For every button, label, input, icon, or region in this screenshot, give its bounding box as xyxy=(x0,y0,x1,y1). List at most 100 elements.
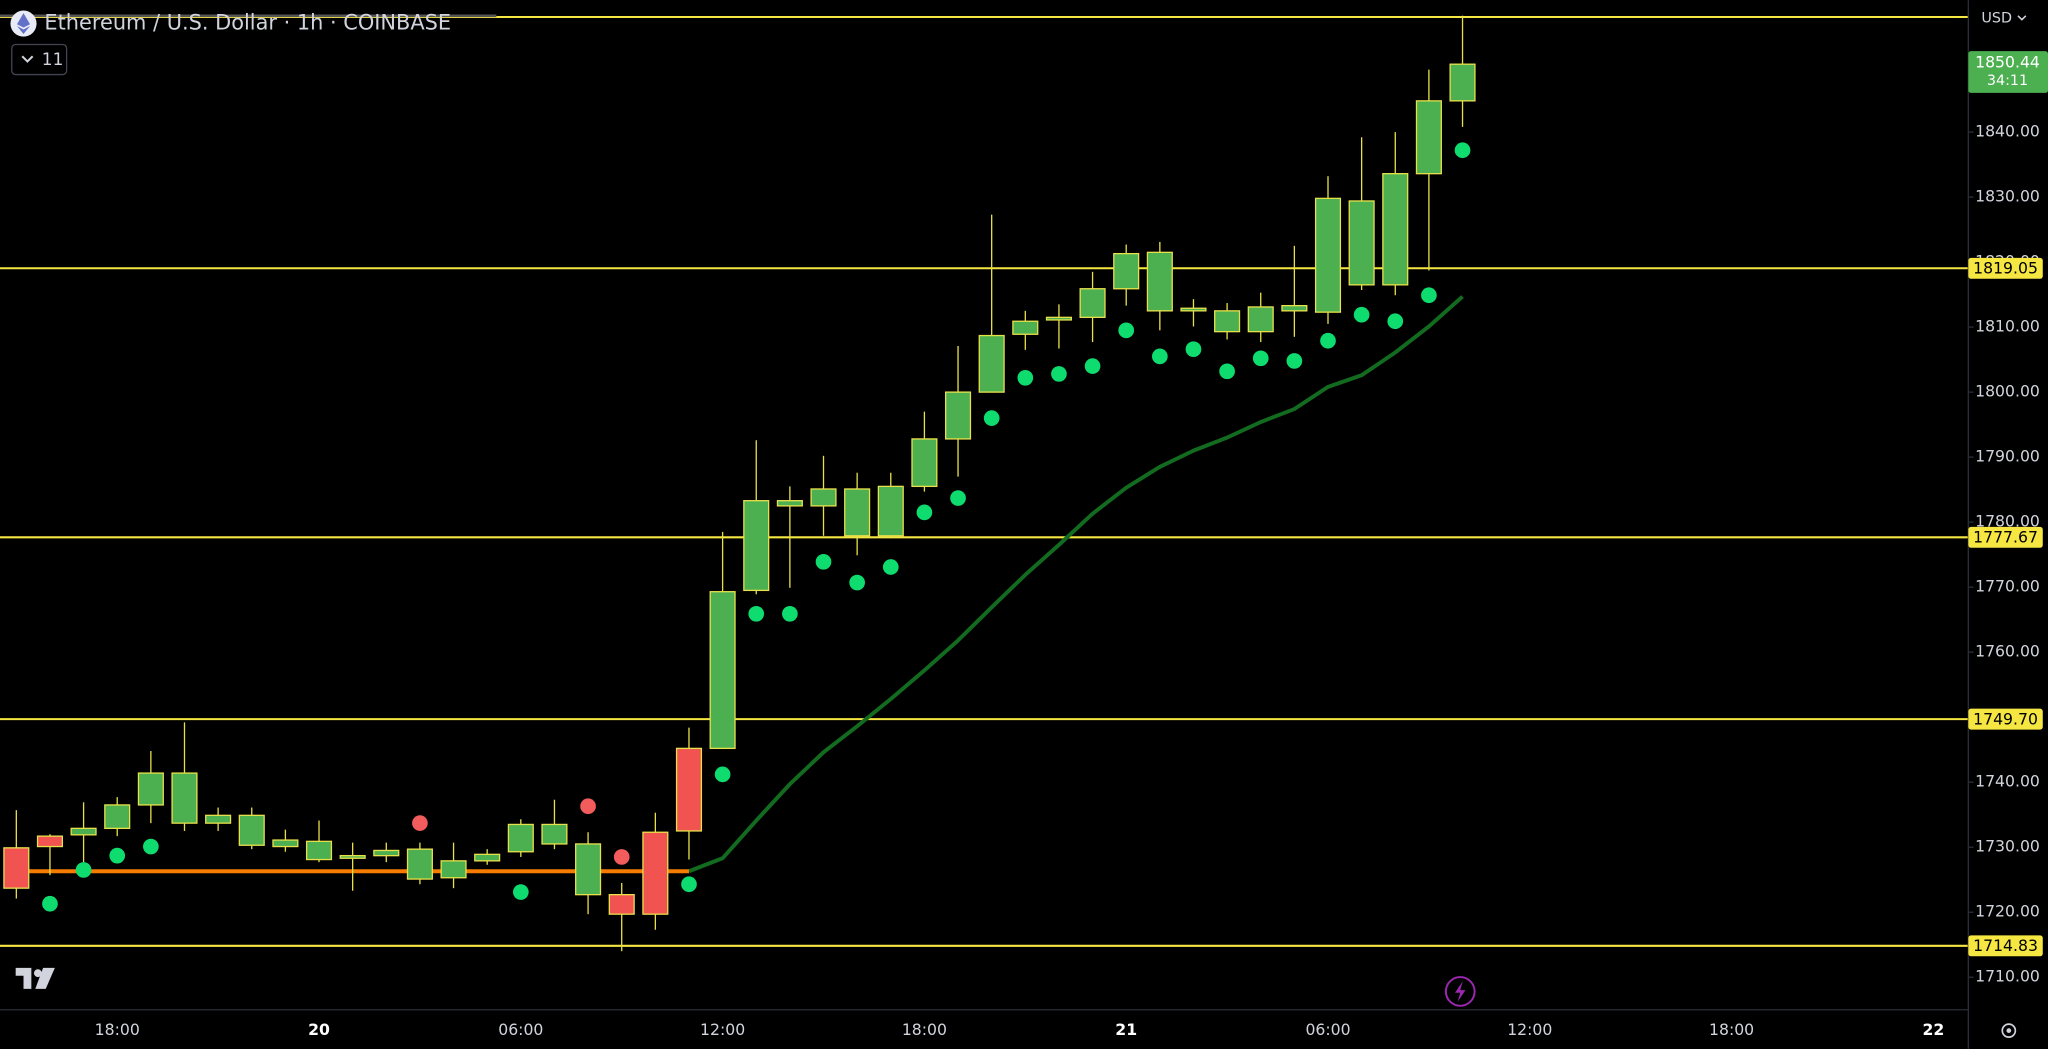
indicator-dot xyxy=(1084,358,1101,374)
y-tick-label: 1770.00 xyxy=(1975,577,2040,596)
indicator-dot xyxy=(681,876,697,893)
candle-body xyxy=(608,894,635,915)
lightning-button[interactable] xyxy=(1444,976,1476,1007)
candle-body xyxy=(238,814,265,846)
candle-body xyxy=(675,747,703,832)
y-tick-label: 1730.00 xyxy=(1975,837,2040,856)
x-tick-label: 18:00 xyxy=(902,1020,947,1039)
candle-body xyxy=(1045,316,1072,321)
indicator-dot xyxy=(1152,348,1168,365)
currency-chevron xyxy=(2017,15,2027,21)
logo-part xyxy=(33,969,42,978)
x-tick-label: 06:00 xyxy=(1305,1020,1350,1039)
x-tick-label: 21 xyxy=(1115,1020,1137,1039)
candle-body xyxy=(844,488,871,537)
candle-body xyxy=(406,848,433,880)
plot-area xyxy=(0,15,1969,952)
indicators-toggle[interactable] xyxy=(11,43,68,76)
indicator-dot xyxy=(412,815,428,831)
indicator-line xyxy=(688,295,1464,874)
indicator-dot xyxy=(815,553,832,570)
hline-label-box xyxy=(1968,257,2043,279)
last-price-box xyxy=(1968,51,2048,93)
candle-body xyxy=(1382,173,1409,286)
lightning-icon xyxy=(1455,980,1466,1002)
indicator-dot xyxy=(1017,369,1034,386)
indicator-dot xyxy=(1320,332,1336,349)
candle-body xyxy=(709,591,736,750)
hline-label: 1777.67 xyxy=(1973,527,2038,546)
candle-body xyxy=(36,835,64,848)
candle-body xyxy=(1146,251,1173,312)
y-tick-label: 1810.00 xyxy=(1975,317,2040,336)
candle-body xyxy=(474,853,501,862)
candle-body xyxy=(137,772,164,806)
candle-body xyxy=(1180,307,1207,312)
chart-title[interactable]: Ethereum / U.S. Dollar · 1h · COINBASE xyxy=(44,11,451,35)
settings-icon xyxy=(2006,1028,2012,1033)
candle-body xyxy=(776,500,803,507)
candle-body xyxy=(978,334,1005,393)
indicator-dot xyxy=(849,574,865,591)
candle-body xyxy=(1314,197,1342,313)
x-tick-label: 22 xyxy=(1922,1020,1944,1039)
candle-body xyxy=(743,500,770,592)
indicator-dot xyxy=(1185,341,1202,358)
y-tick-label: 1800.00 xyxy=(1975,382,2040,401)
price-labels: 1819.05 1777.67 1749.70 1714.83 1850.44 34:11 xyxy=(1968,51,2048,957)
candle-body xyxy=(440,860,467,879)
candle-body xyxy=(575,843,602,896)
y-tick-label: 1830.00 xyxy=(1975,187,2040,206)
indicator-dot xyxy=(1118,322,1135,339)
indicator-dot xyxy=(613,849,630,865)
indicator-dot xyxy=(1454,142,1471,159)
candle-body xyxy=(642,831,669,915)
indicator-dot xyxy=(1219,363,1235,380)
chevron-icon xyxy=(21,55,34,63)
y-tick-label: 1710.00 xyxy=(1975,967,2040,986)
indicators-count: 11 xyxy=(42,50,64,70)
indicator-dot xyxy=(1421,287,1437,304)
countdown: 34:11 xyxy=(1987,73,2028,89)
indicator-dot xyxy=(1051,366,1067,382)
logo-part xyxy=(35,967,55,989)
currency-selector[interactable]: USD xyxy=(1981,10,2012,26)
indicator-dot xyxy=(950,490,966,506)
x-tick-label: 18:00 xyxy=(95,1020,140,1039)
candle-body xyxy=(1247,306,1274,333)
candle-body xyxy=(1012,320,1039,335)
indicator-dot xyxy=(1286,353,1303,369)
candle-body xyxy=(339,854,366,859)
indicator-dot xyxy=(882,559,899,575)
candle-body xyxy=(305,840,333,861)
indicator-dot xyxy=(109,847,126,864)
y-tick-label: 1780.00 xyxy=(1975,512,2040,531)
hline-label: 1714.83 xyxy=(1973,936,2038,955)
candle-body xyxy=(104,804,131,829)
indicator-dot xyxy=(580,798,596,815)
indicator-dot xyxy=(916,504,933,521)
y-tick-label: 1790.00 xyxy=(1975,447,2040,466)
candle-body xyxy=(1348,200,1375,286)
y-tick-label: 1740.00 xyxy=(1975,772,2040,791)
candle-body xyxy=(810,488,837,507)
candle-body xyxy=(1113,252,1140,290)
candle-body xyxy=(541,823,568,845)
y-tick-label: 1840.00 xyxy=(1975,122,2040,141)
candle-body xyxy=(373,849,400,857)
candle-body xyxy=(911,438,938,488)
indicator-dot xyxy=(748,605,765,622)
x-tick-label: 12:00 xyxy=(1507,1020,1552,1039)
hline-label-box xyxy=(1968,708,2043,730)
candle-body xyxy=(70,827,97,836)
indicator-dot xyxy=(782,605,798,622)
x-tick-label: 18:00 xyxy=(1709,1020,1754,1039)
settings-button[interactable] xyxy=(2001,1023,2017,1039)
eth-logo xyxy=(16,13,31,35)
logo-part xyxy=(15,967,32,989)
last-price: 1850.44 xyxy=(1975,52,2040,71)
candle-body xyxy=(1415,100,1442,175)
candle-body xyxy=(944,391,972,440)
